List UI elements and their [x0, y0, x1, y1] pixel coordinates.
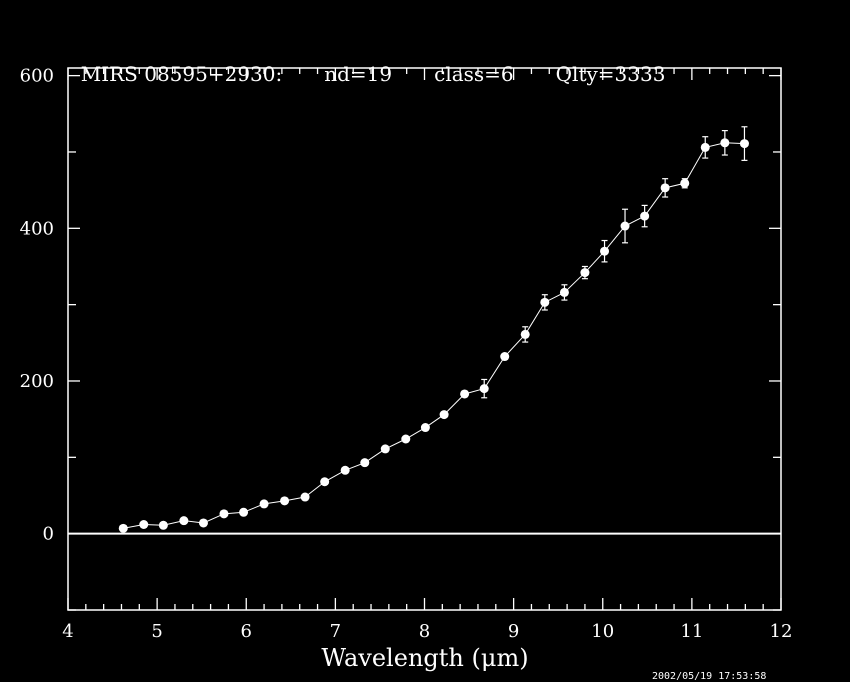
data-point — [680, 178, 690, 188]
data-point — [739, 139, 749, 149]
data-point — [139, 520, 149, 530]
x-tick-label: 7 — [330, 621, 341, 642]
data-point — [320, 477, 330, 487]
data-point — [219, 509, 229, 519]
data-point — [179, 516, 189, 526]
data-point — [640, 211, 650, 221]
data-point — [118, 523, 128, 533]
x-tick-label: 12 — [770, 621, 793, 642]
series-line — [123, 142, 745, 529]
data-point — [300, 492, 310, 502]
y-tick-label: 600 — [20, 66, 54, 87]
data-point — [580, 268, 590, 278]
data-point — [360, 458, 370, 468]
y-tick-label: 200 — [20, 371, 54, 392]
data-point — [540, 297, 550, 307]
x-tick-label: 5 — [151, 621, 162, 642]
data-point — [280, 496, 290, 506]
x-tick-label: 8 — [419, 621, 430, 642]
x-axis-label: Wavelength (μm) — [321, 644, 529, 672]
title-quality: Qlty=3333 — [555, 62, 666, 86]
data-point — [239, 507, 249, 517]
x-tick-label: 4 — [62, 621, 73, 642]
data-point — [660, 183, 670, 193]
data-point — [559, 287, 569, 297]
data-point — [520, 329, 530, 339]
data-point — [380, 444, 390, 454]
data-point — [479, 384, 489, 394]
chart-title: MIRS 08595+2930: nd=19 class=6 Qlty=3333 — [68, 38, 707, 86]
data-point — [259, 499, 269, 509]
title-object: MIRS 08595+2930: — [80, 62, 283, 86]
data-point — [439, 410, 449, 420]
data-point — [401, 434, 411, 444]
data-point — [158, 520, 168, 530]
data-point — [198, 518, 208, 528]
x-tick-label: 10 — [591, 621, 614, 642]
data-point — [720, 138, 730, 148]
x-tick-label: 11 — [680, 621, 703, 642]
data-point — [620, 221, 630, 231]
x-tick-label: 9 — [508, 621, 519, 642]
data-point — [420, 423, 430, 433]
plot-frame — [67, 67, 782, 611]
axes: 4 5 6 7 8 9 10 11 12 0 200 400 600 — [20, 66, 793, 642]
data-series — [118, 126, 749, 533]
y-tick-label: 0 — [43, 524, 54, 545]
data-point — [500, 352, 510, 362]
title-class: class=6 — [434, 62, 514, 86]
data-point — [340, 465, 350, 475]
x-tick-label: 6 — [241, 621, 252, 642]
data-point — [600, 246, 610, 256]
y-tick-label: 400 — [20, 218, 54, 239]
data-point — [460, 389, 470, 399]
data-point — [700, 142, 710, 152]
timestamp: 2002/05/19 17:53:58 — [652, 671, 767, 682]
